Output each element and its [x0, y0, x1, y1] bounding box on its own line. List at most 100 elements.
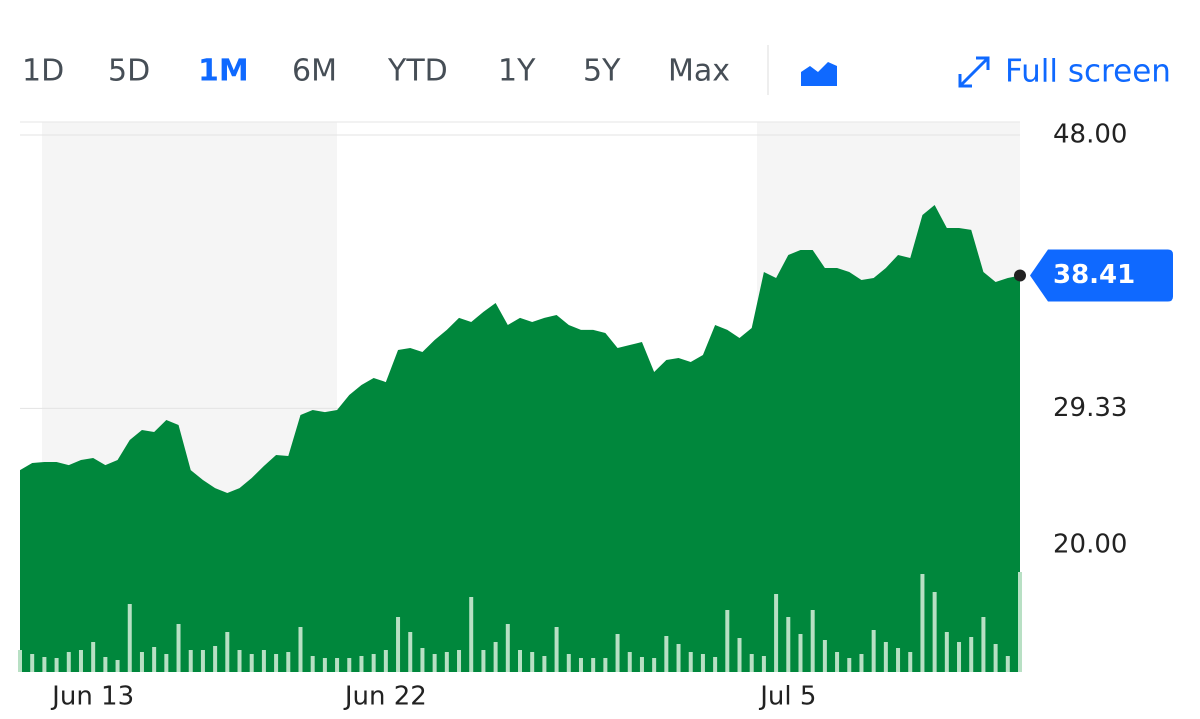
- volume-bar: [225, 632, 230, 672]
- volume-bar: [457, 650, 462, 672]
- x-tick-label: Jul 5: [758, 682, 816, 712]
- volume-bar: [127, 604, 132, 672]
- volume-bar: [786, 617, 791, 672]
- range-button[interactable]: YTD: [387, 54, 448, 89]
- volume-bar: [310, 656, 315, 672]
- volume-bar: [737, 638, 742, 672]
- volume-bar: [713, 657, 718, 672]
- volume-bar: [322, 658, 327, 672]
- area-icon[interactable]: [801, 62, 837, 86]
- range-button[interactable]: 6M: [292, 54, 337, 89]
- volume-bar: [554, 627, 559, 672]
- volume-bar: [152, 647, 157, 672]
- volume-bar: [957, 642, 962, 672]
- volume-bar: [859, 654, 864, 672]
- volume-bar: [359, 656, 364, 672]
- volume-bar: [896, 648, 901, 672]
- volume-bar: [371, 654, 376, 672]
- range-button[interactable]: 5D: [108, 54, 150, 89]
- range-button[interactable]: 5Y: [583, 54, 621, 89]
- fullscreen-icon[interactable]: [958, 56, 990, 88]
- volume-bar: [274, 654, 279, 672]
- volume-bar: [188, 650, 193, 672]
- volume-bar: [396, 617, 401, 672]
- volume-bar: [78, 650, 83, 672]
- volume-bar: [518, 650, 522, 672]
- volume-bar: [200, 650, 205, 672]
- volume-bar: [213, 646, 218, 672]
- volume-bar: [603, 658, 608, 672]
- fullscreen-button[interactable]: Full screen: [1005, 54, 1171, 90]
- volume-bar: [42, 657, 47, 672]
- volume-bar: [761, 656, 766, 672]
- volume-bar: [993, 644, 998, 672]
- volume-bar: [383, 650, 388, 672]
- volume-bar: [237, 650, 242, 672]
- volume-bar: [542, 656, 547, 672]
- volume-bar: [115, 660, 120, 672]
- volume-bar: [627, 652, 632, 672]
- volume-bar: [298, 627, 303, 672]
- volume-bar: [798, 634, 803, 672]
- volume-bar: [566, 654, 571, 672]
- volume-bar: [103, 657, 108, 672]
- volume-bar: [676, 644, 681, 672]
- volume-bar: [749, 654, 754, 672]
- range-button[interactable]: 1Y: [498, 54, 536, 89]
- volume-bar: [810, 610, 815, 672]
- volume-bar: [664, 636, 669, 672]
- volume-bar: [774, 594, 779, 672]
- range-button[interactable]: 1M: [198, 54, 249, 89]
- volume-bar: [54, 658, 59, 672]
- volume-bar: [469, 597, 474, 672]
- volume-bar: [944, 632, 949, 672]
- volume-bar: [493, 642, 498, 672]
- volume-bar: [91, 642, 96, 672]
- x-tick-label: Jun 22: [343, 682, 427, 712]
- volume-bar: [30, 654, 35, 672]
- volume-bar: [481, 650, 486, 672]
- volume-bar: [408, 632, 413, 672]
- volume-bar: [66, 652, 71, 672]
- volume-bar: [347, 658, 352, 672]
- volume-bar: [932, 592, 937, 672]
- volume-bar: [1005, 656, 1010, 672]
- volume-bar: [908, 652, 913, 672]
- volume-bar: [164, 654, 169, 672]
- volume-bar: [1018, 572, 1022, 672]
- volume-bar: [286, 652, 291, 672]
- price-area: [20, 205, 1020, 672]
- volume-bar: [725, 610, 730, 672]
- volume-bar: [835, 652, 840, 672]
- volume-bar: [871, 630, 876, 672]
- y-tick-label: 48.00: [1053, 120, 1127, 150]
- volume-bar: [139, 652, 144, 672]
- volume-bar: [420, 648, 425, 672]
- volume-bar: [18, 650, 22, 672]
- volume-bar: [432, 654, 437, 672]
- volume-bar: [688, 652, 693, 672]
- volume-bar: [639, 657, 644, 672]
- y-tick-label: 20.00: [1053, 530, 1127, 560]
- last-point: [1014, 269, 1026, 282]
- volume-bar: [261, 650, 266, 672]
- volume-bar: [969, 637, 974, 672]
- volume-bar: [444, 652, 449, 672]
- volume-bar: [981, 617, 986, 672]
- range-button[interactable]: Max: [668, 54, 730, 89]
- volume-bar: [176, 624, 181, 672]
- y-tick-label: 29.33: [1053, 393, 1127, 423]
- volume-bar: [700, 654, 705, 672]
- volume-bar: [591, 658, 596, 672]
- range-button[interactable]: 1D: [22, 54, 64, 89]
- x-tick-label: Jun 13: [50, 682, 134, 712]
- volume-bar: [652, 658, 657, 672]
- volume-bar: [615, 634, 620, 672]
- volume-bar: [883, 642, 888, 672]
- volume-bar: [578, 658, 583, 672]
- volume-bar: [505, 624, 510, 672]
- current-price: 38.41: [1053, 260, 1135, 290]
- volume-bar: [920, 574, 925, 672]
